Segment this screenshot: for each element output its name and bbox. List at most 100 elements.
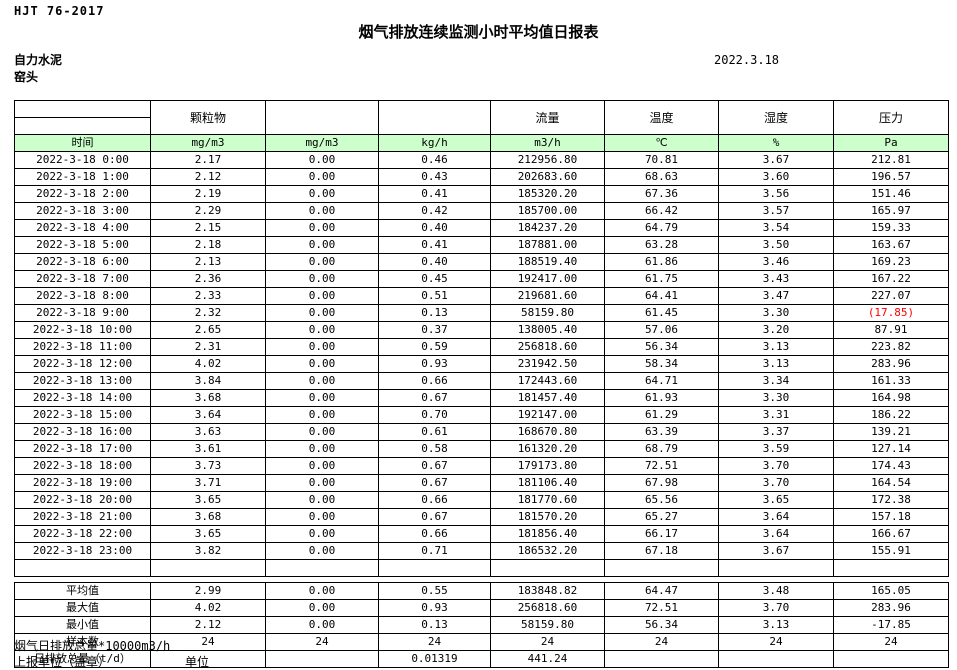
value-cell: 3.34: [718, 372, 834, 390]
header-blank-1: [265, 100, 379, 135]
value-cell: 2.36: [150, 270, 266, 288]
value-cell: 3.43: [718, 270, 834, 288]
summary-row: 最大值 4.02 0.00 0.93 256818.60 72.51 3.70 283.96: [14, 599, 949, 617]
value-cell: 0.58: [378, 440, 491, 458]
value-cell: 187881.00: [490, 236, 605, 254]
report-date: 2022.3.18: [714, 53, 780, 67]
table-row: 2022-3-18 21:00 3.68 0.00 0.67 181570.20 65.2…: [14, 508, 949, 526]
value-cell: [718, 559, 834, 577]
value-cell: 165.97: [833, 202, 949, 220]
value-cell: 3.13: [718, 616, 834, 634]
table-row: 2022-3-18 22:00 3.65 0.00 0.66 181856.40 66.1…: [14, 525, 949, 543]
value-cell: 3.37: [718, 423, 834, 441]
table-row: 2022-3-18 10:00 2.65 0.00 0.37 138005.40 57.0…: [14, 321, 949, 339]
value-cell: 3.70: [718, 599, 834, 617]
value-cell: 63.39: [604, 423, 719, 441]
value-cell: 3.65: [718, 491, 834, 509]
value-cell: 3.31: [718, 406, 834, 424]
time-cell: 2022-3-18 2:00: [14, 185, 151, 203]
value-cell: 0.00: [265, 151, 379, 169]
value-cell: 4.02: [150, 355, 266, 373]
value-cell: 0.00: [265, 372, 379, 390]
value-cell: 174.43: [833, 457, 949, 475]
table-row: 2022-3-18 13:00 3.84 0.00 0.66 172443.60 64.7…: [14, 372, 949, 390]
value-cell: 2.31: [150, 338, 266, 356]
value-cell: 0.00: [265, 202, 379, 220]
value-cell: 0.00: [265, 287, 379, 305]
value-cell: 157.18: [833, 508, 949, 526]
time-cell: [14, 559, 151, 577]
table-row: 2022-3-18 6:00 2.13 0.00 0.40 188519.40 61.86…: [14, 253, 949, 271]
value-cell: 0.00: [265, 440, 379, 458]
value-cell: 172443.60: [490, 372, 605, 390]
value-cell: 256818.60: [490, 338, 605, 356]
value-cell: 219681.60: [490, 287, 605, 305]
value-cell: 0.70: [378, 406, 491, 424]
value-cell: 0.00: [265, 423, 379, 441]
value-cell: 3.64: [718, 525, 834, 543]
header-empty-top: [14, 100, 151, 118]
value-cell: 161.33: [833, 372, 949, 390]
value-cell: [833, 559, 949, 577]
time-cell: 2022-3-18 6:00: [14, 253, 151, 271]
value-cell: 24: [718, 633, 834, 651]
time-cell: 2022-3-18 21:00: [14, 508, 151, 526]
value-cell: [265, 559, 379, 577]
value-cell: 56.34: [604, 338, 719, 356]
summary-label-cell: 平均值: [14, 582, 151, 600]
value-cell: 2.12: [150, 168, 266, 186]
value-cell: 2.12: [150, 616, 266, 634]
value-cell: 212956.80: [490, 151, 605, 169]
value-cell: 3.56: [718, 185, 834, 203]
value-cell: 0.00: [265, 491, 379, 509]
value-cell: 167.22: [833, 270, 949, 288]
table-row: 2022-3-18 0:00 2.17 0.00 0.46 212956.80 70.81…: [14, 151, 949, 169]
value-cell: 68.63: [604, 168, 719, 186]
value-cell: 58159.80: [490, 304, 605, 322]
value-cell: 2.13: [150, 253, 266, 271]
value-cell: 0.45: [378, 270, 491, 288]
value-cell: 0.00: [265, 599, 379, 617]
time-cell: 2022-3-18 20:00: [14, 491, 151, 509]
value-cell: 24: [833, 633, 949, 651]
value-cell: 0.01319: [378, 650, 491, 668]
value-cell: 231942.50: [490, 355, 605, 373]
value-cell: [718, 650, 834, 668]
value-cell: 172.38: [833, 491, 949, 509]
value-cell: 0.67: [378, 508, 491, 526]
value-cell: 0.43: [378, 168, 491, 186]
table-row: 2022-3-18 18:00 3.73 0.00 0.67 179173.80 72.5…: [14, 457, 949, 475]
table-row: 2022-3-18 14:00 3.68 0.00 0.67 181457.40 61.9…: [14, 389, 949, 407]
value-cell: 67.18: [604, 542, 719, 560]
time-cell: 2022-3-18 16:00: [14, 423, 151, 441]
value-cell: 196.57: [833, 168, 949, 186]
value-cell: [490, 559, 605, 577]
value-cell: 64.71: [604, 372, 719, 390]
value-cell: 0.66: [378, 525, 491, 543]
value-cell: 64.47: [604, 582, 719, 600]
summary-label-cell: 最小值: [14, 616, 151, 634]
time-cell: 2022-3-18 15:00: [14, 406, 151, 424]
value-cell: 3.67: [718, 151, 834, 169]
value-cell: 3.73: [150, 457, 266, 475]
value-cell: 181770.60: [490, 491, 605, 509]
value-cell: 3.59: [718, 440, 834, 458]
value-cell: 138005.40: [490, 321, 605, 339]
table-row: 2022-3-18 20:00 3.65 0.00 0.66 181770.60 65.5…: [14, 491, 949, 509]
value-cell: 64.79: [604, 219, 719, 237]
value-cell: 3.13: [718, 355, 834, 373]
unit-mgm3-1: mg/m3: [150, 134, 266, 152]
time-cell: 2022-3-18 18:00: [14, 457, 151, 475]
value-cell: 169.23: [833, 253, 949, 271]
time-cell: 2022-3-18 14:00: [14, 389, 151, 407]
unit-pa: Pa: [833, 134, 949, 152]
page-title: 烟气排放连续监测小时平均值日报表: [358, 23, 599, 41]
value-cell: 3.68: [150, 508, 266, 526]
value-cell: 0.00: [265, 321, 379, 339]
value-cell: 168670.80: [490, 423, 605, 441]
value-cell: 3.30: [718, 389, 834, 407]
time-cell: 2022-3-18 5:00: [14, 236, 151, 254]
time-cell: 2022-3-18 17:00: [14, 440, 151, 458]
value-cell: 2.17: [150, 151, 266, 169]
value-cell: 66.42: [604, 202, 719, 220]
